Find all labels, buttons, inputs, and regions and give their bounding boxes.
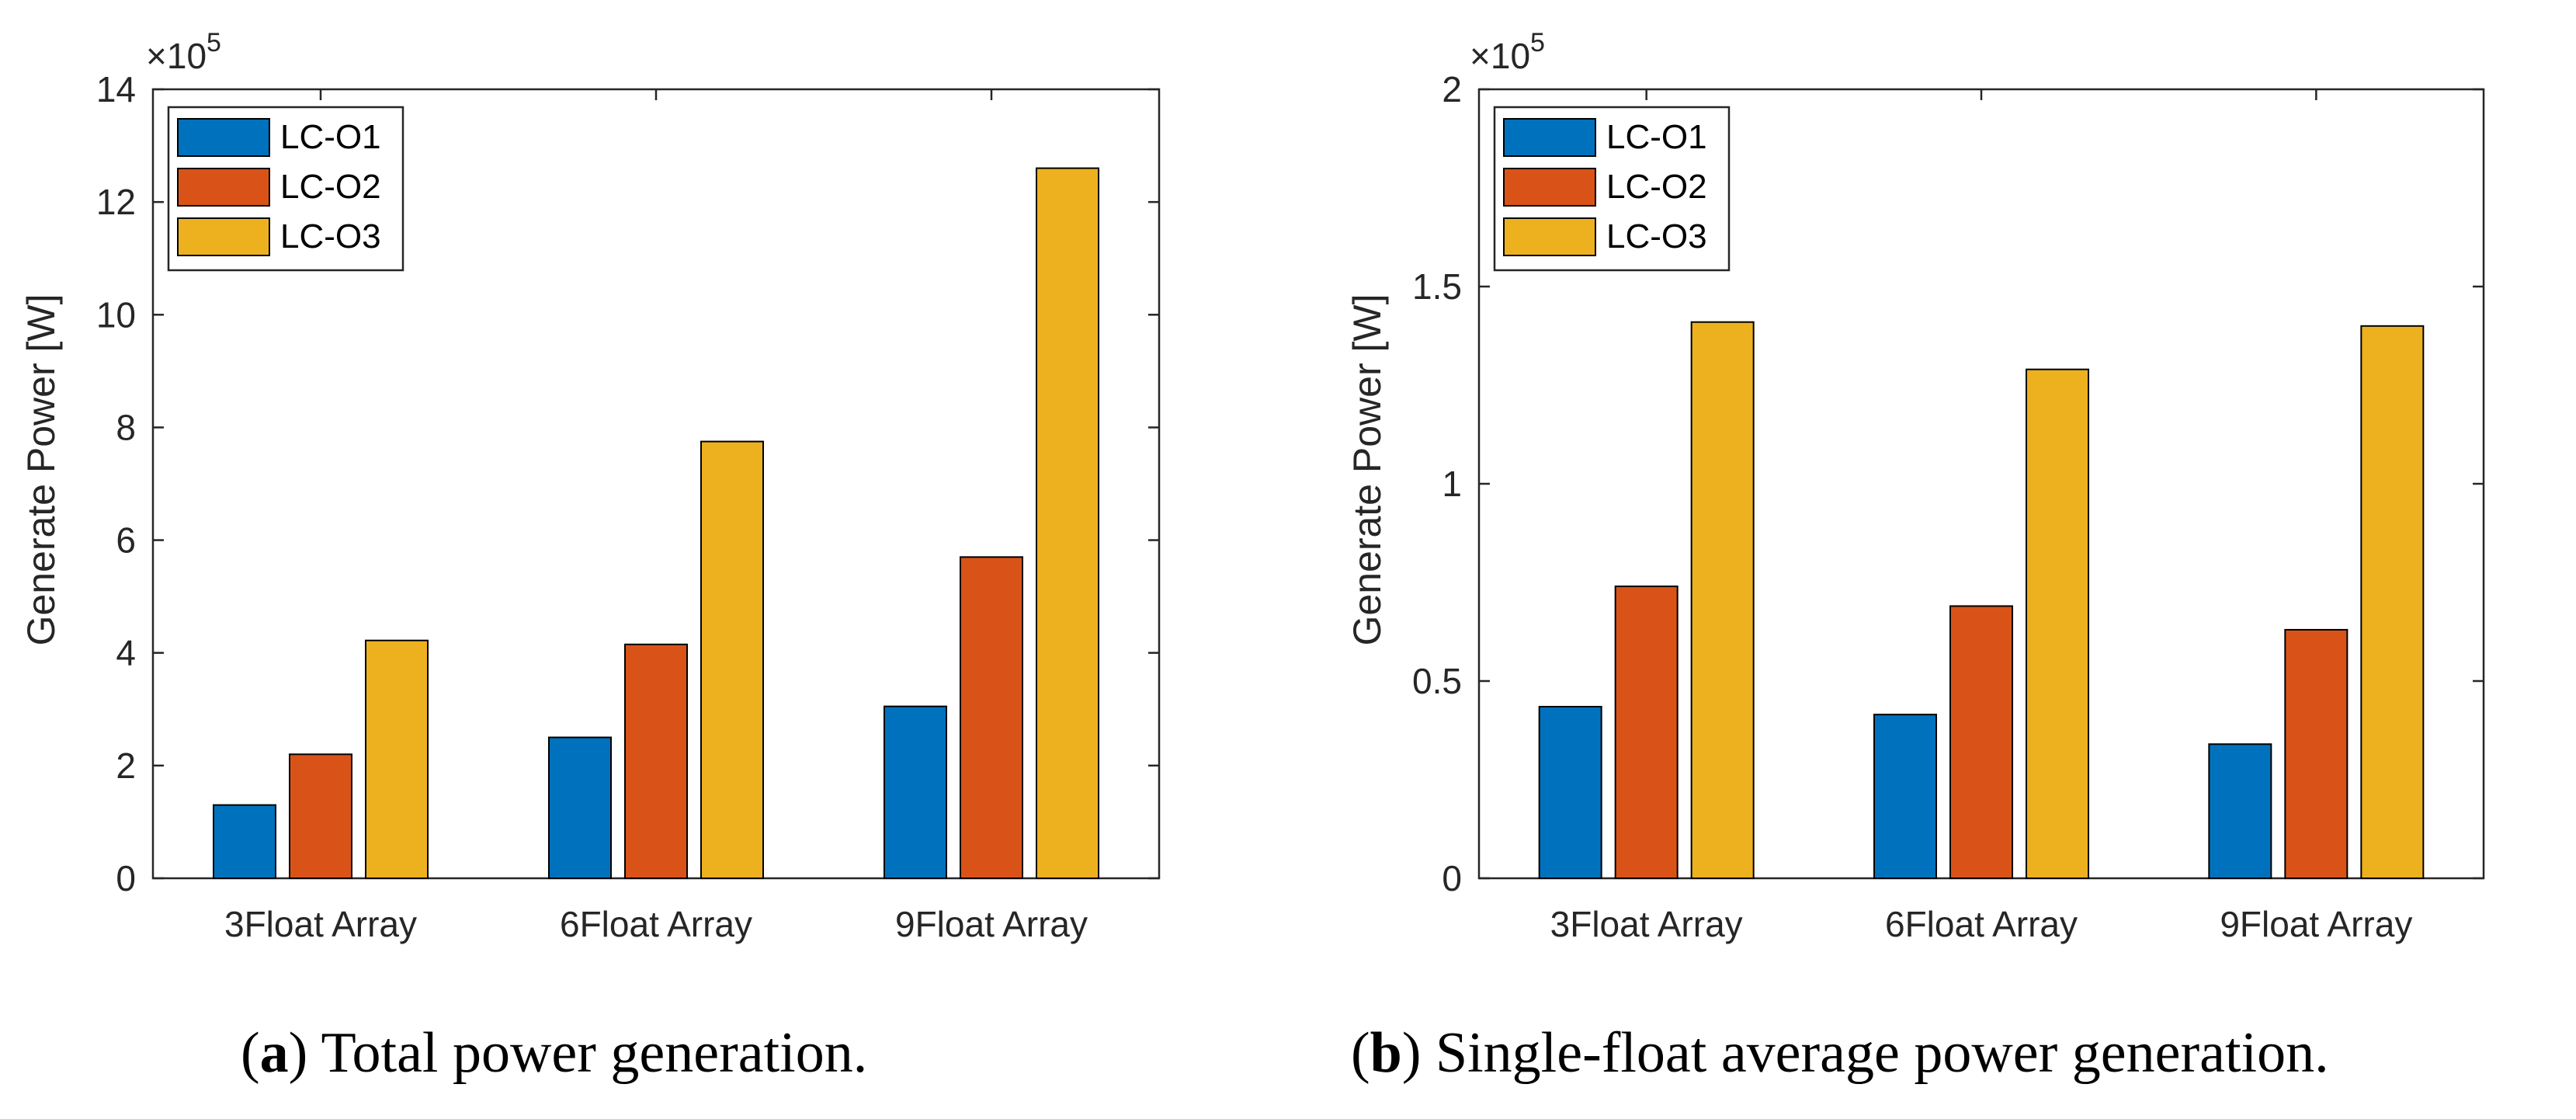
legend-swatch-lc-o2-b — [1503, 168, 1596, 207]
legend-label-lc-o2-b: LC-O2 — [1606, 168, 1707, 206]
legend-b: LC-O1 LC-O2 LC-O3 — [1493, 106, 1731, 272]
y-tick-label-a: 8 — [116, 407, 136, 447]
bar-lc-o3-3-b — [2360, 325, 2425, 879]
bar-lc-o3-1-b — [1690, 321, 1755, 880]
axes-a: 0 2 4 6 8 10 12 14 3Float Array 6Float Array 9Floa… — [96, 69, 1161, 944]
caption-paren-open-a: ( — [241, 1021, 260, 1085]
bar-lc-o3-1-a — [365, 639, 429, 880]
caption-text-b: Single-float average power generation. — [1436, 1021, 2329, 1085]
caption-b: (b) Single-float average power generatio… — [1351, 1021, 2329, 1085]
bar-lc-o1-3-b — [2208, 743, 2272, 880]
legend-a: LC-O1 LC-O2 LC-O3 — [167, 106, 404, 272]
y-axis-title-b: Generate Power [W] — [1345, 294, 1389, 646]
y-tick-label-a: 12 — [96, 182, 136, 222]
y-tick-label-b: 0 — [1442, 858, 1462, 898]
y-tick-label-b: 2 — [1442, 69, 1462, 109]
caption-paren-close-a: ) — [289, 1021, 321, 1085]
y-tick-label-a: 6 — [116, 520, 136, 561]
caption-a: (a) Total power generation. — [241, 1021, 867, 1085]
caption-letter-a: a — [260, 1021, 289, 1085]
caption-letter-b: b — [1370, 1021, 1402, 1085]
y-tick-label-a: 4 — [116, 633, 136, 673]
bar-lc-o3-2-b — [2026, 368, 2089, 879]
x-tick-label-b: 9Float Array — [2220, 904, 2412, 944]
y-tick-label-a: 2 — [116, 745, 136, 786]
y-exponent-a: ×105 — [146, 28, 221, 76]
bar-lc-o2-3-a — [960, 556, 1023, 879]
y-tick-label-b: 1 — [1442, 464, 1462, 504]
legend-label-lc-o3-a: LC-O3 — [280, 217, 381, 255]
y-tick-label-a: 14 — [96, 69, 136, 109]
bars-b — [1538, 321, 2425, 880]
y-exponent-base-b: ×10 — [1470, 36, 1530, 76]
bar-lc-o3-3-a — [1036, 167, 1099, 880]
legend-swatch-lc-o3-a — [177, 217, 270, 256]
legend-swatch-lc-o3-b — [1503, 217, 1596, 256]
bar-lc-o1-1-a — [213, 804, 276, 879]
bar-lc-o2-2-b — [1949, 605, 2013, 879]
bar-lc-o1-3-a — [884, 705, 947, 880]
chart-panel-a: ×105 Generate Power [W] 0 2 4 6 8 10 12 14 3Floa… — [19, 28, 1161, 1085]
x-tick-label-b: 3Float Array — [1550, 904, 1743, 944]
bar-lc-o2-1-a — [289, 753, 352, 879]
caption-text-a: Total power generation. — [321, 1021, 867, 1085]
bar-lc-o2-2-a — [624, 643, 688, 879]
x-tick-label-b: 6Float Array — [1885, 904, 2078, 944]
legend-swatch-lc-o1-b — [1503, 118, 1596, 157]
x-tick-label-a: 6Float Array — [560, 904, 752, 944]
legend-swatch-lc-o2-a — [177, 168, 270, 207]
caption-paren-close-b: ) — [1402, 1021, 1436, 1085]
legend-swatch-lc-o1-a — [177, 118, 270, 157]
y-tick-label-b: 1.5 — [1412, 266, 1462, 307]
legend-label-lc-o1-b: LC-O1 — [1606, 118, 1707, 156]
chart-panel-b: ×105 Generate Power [W] 0 0.5 1 1.5 2 3Float … — [1345, 28, 2485, 1085]
y-axis-title-a: Generate Power [W] — [19, 294, 63, 646]
y-tick-label-b: 0.5 — [1412, 661, 1462, 701]
bar-lc-o2-3-b — [2284, 628, 2349, 880]
axes-b: 0 0.5 1 1.5 2 3Float Array 6Float Array 9Float … — [1412, 69, 2485, 944]
y-tick-label-a: 0 — [116, 858, 136, 898]
legend-label-lc-o2-a: LC-O2 — [280, 168, 381, 206]
bars-a — [213, 167, 1099, 880]
bar-lc-o1-2-b — [1873, 714, 1937, 879]
y-exponent-base-a: ×10 — [146, 36, 207, 76]
x-tick-label-a: 3Float Array — [224, 904, 417, 944]
bar-lc-o3-2-a — [700, 440, 764, 879]
y-exponent-power-a: 5 — [207, 28, 221, 57]
bar-lc-o1-2-a — [548, 736, 612, 879]
legend-label-lc-o3-b: LC-O3 — [1606, 217, 1707, 255]
x-tick-label-a: 9Float Array — [895, 904, 1088, 944]
legend-label-lc-o1-a: LC-O1 — [280, 118, 381, 156]
y-exponent-b: ×105 — [1470, 28, 1545, 76]
y-exponent-power-b: 5 — [1530, 28, 1545, 57]
y-tick-label-a: 10 — [96, 294, 136, 335]
bar-lc-o2-1-b — [1614, 586, 1679, 880]
caption-paren-open-b: ( — [1351, 1021, 1370, 1085]
bar-lc-o1-1-b — [1538, 706, 1602, 880]
